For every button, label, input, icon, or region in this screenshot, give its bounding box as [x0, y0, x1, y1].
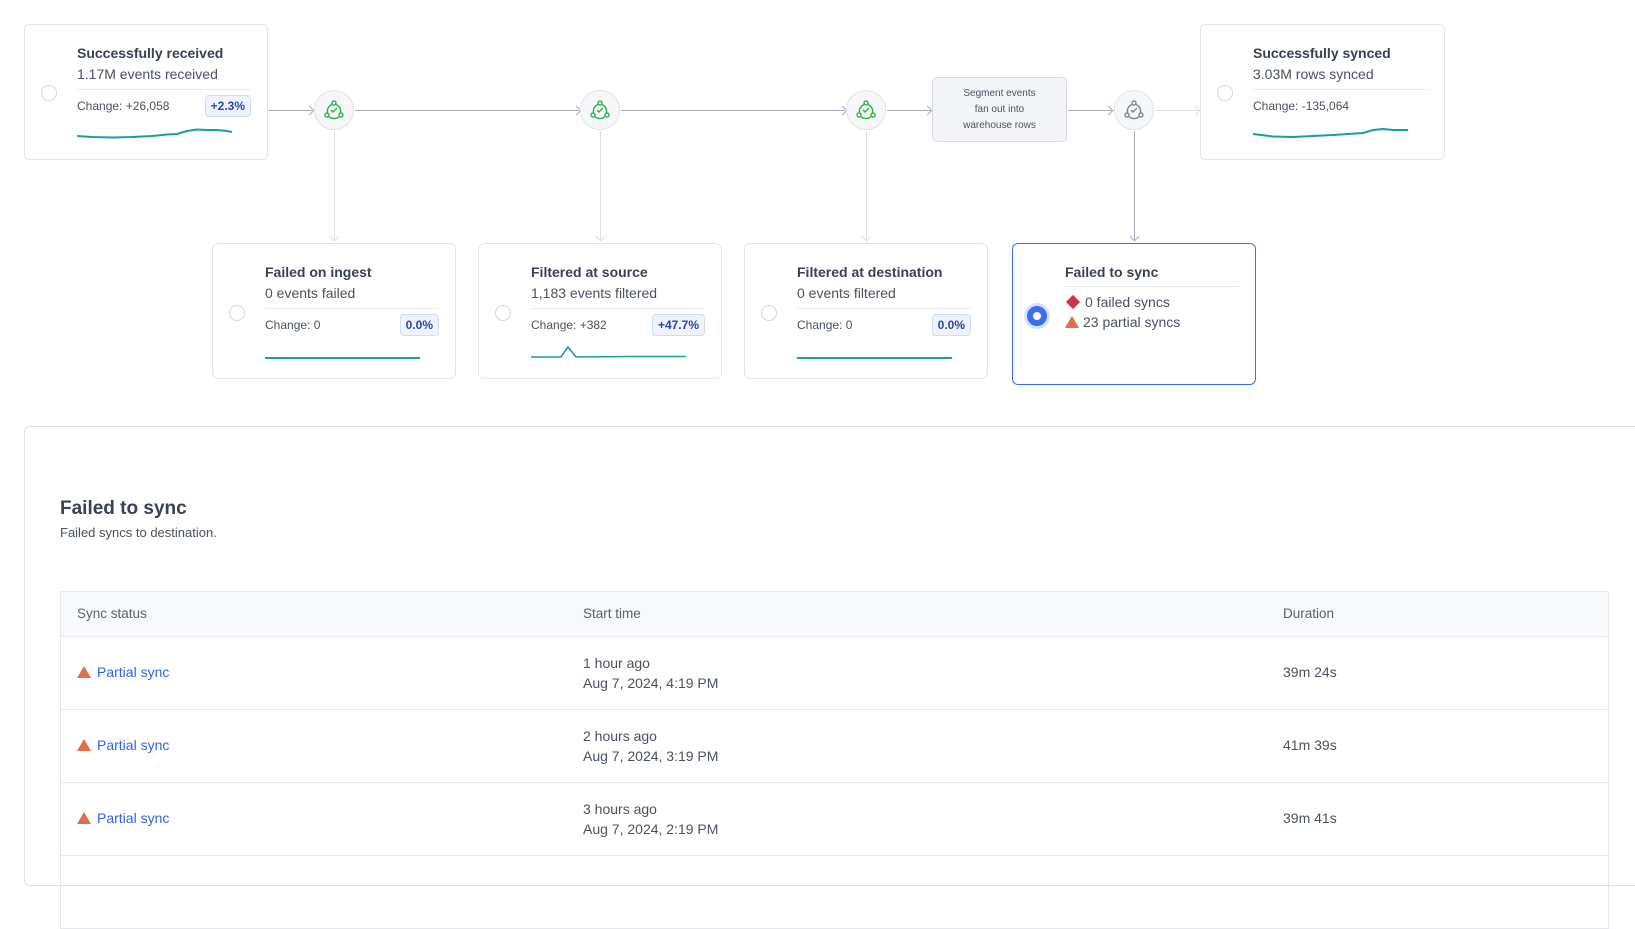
panel-title: Failed to sync: [60, 498, 187, 519]
table-row[interactable]: Partial sync 2 hours ago Aug 7, 2024, 3:1…: [61, 710, 1608, 783]
start-time: Aug 7, 2024, 4:19 PM: [583, 675, 719, 691]
card-value: 0 events failed: [265, 282, 439, 309]
card-title: Filtered at source: [531, 264, 648, 280]
connector: [600, 131, 601, 241]
card-successfully-synced[interactable]: Successfully synced 3.03M rows synced Ch…: [1200, 24, 1445, 160]
card-title: Failed on ingest: [265, 264, 372, 280]
pipeline-node-icon: [1114, 90, 1154, 130]
card-radio-selected[interactable]: [1027, 306, 1047, 326]
arrow-right-icon: [1103, 105, 1114, 116]
details-panel: [24, 426, 1635, 886]
start-relative: 2 hours ago: [583, 728, 657, 744]
card-change: Change: +382: [531, 318, 607, 332]
warning-triangle-icon: [77, 666, 91, 678]
card-change: Change: -135,064: [1253, 99, 1350, 113]
arrow-down-icon: [329, 231, 340, 242]
connector: [334, 131, 335, 241]
warning-triangle-icon: [1065, 316, 1079, 328]
sparkline: [531, 345, 686, 358]
card-change: Change: +26,058: [77, 99, 170, 113]
card-value: 0 events filtered: [797, 282, 971, 309]
sparkline: [1253, 127, 1408, 139]
connector: [866, 131, 867, 241]
card-filtered-at-destination[interactable]: Filtered at destination 0 events filtere…: [744, 243, 988, 379]
failed-syncs-count: 0 failed syncs: [1085, 294, 1170, 310]
warning-triangle-icon: [77, 739, 91, 751]
duration: 39m 24s: [1283, 664, 1337, 680]
change-badge: 0.0%: [931, 314, 971, 336]
column-header-duration[interactable]: Duration: [1283, 606, 1335, 621]
card-change: Change: 0: [797, 318, 853, 332]
syncs-table: Sync status Start time Duration Partial …: [60, 591, 1609, 929]
connector: [1134, 131, 1135, 241]
card-failed-on-ingest[interactable]: Failed on ingest 0 events failed Change:…: [212, 243, 456, 379]
arrow-right-icon: [1190, 105, 1201, 116]
connector: [1155, 110, 1199, 111]
card-title: Successfully synced: [1253, 45, 1391, 61]
card-radio[interactable]: [229, 305, 245, 321]
card-value: 1,183 events filtered: [531, 282, 705, 309]
sync-status-link[interactable]: Partial sync: [97, 737, 170, 753]
arrow-right-icon: [922, 105, 933, 116]
pipeline-node-icon: [314, 90, 354, 130]
sparkline: [77, 128, 232, 139]
connector: [621, 110, 845, 111]
sync-status-link[interactable]: Partial sync: [97, 664, 170, 680]
start-relative: 1 hour ago: [583, 655, 650, 671]
start-relative: 3 hours ago: [583, 801, 657, 817]
connector: [1068, 110, 1112, 111]
note-line: Segment events: [963, 88, 1036, 99]
card-title: Successfully received: [77, 45, 224, 61]
duration: 39m 41s: [1283, 810, 1337, 826]
card-change: Change: 0: [265, 318, 321, 332]
sparkline: [265, 357, 420, 359]
table-header: Sync status Start time Duration: [61, 592, 1608, 637]
card-radio[interactable]: [41, 85, 57, 101]
column-header-start-time[interactable]: Start time: [583, 606, 641, 621]
duration: 41m 39s: [1283, 737, 1337, 753]
panel-subtitle: Failed syncs to destination.: [60, 525, 217, 540]
arrow-down-icon: [861, 231, 872, 242]
pipeline-node-icon: [580, 90, 620, 130]
change-badge: 0.0%: [399, 314, 439, 336]
arrow-right-icon: [304, 105, 315, 116]
card-radio[interactable]: [1217, 85, 1233, 101]
error-diamond-icon: [1065, 294, 1081, 310]
table-row[interactable]: Partial sync 1 hour ago Aug 7, 2024, 4:19…: [61, 637, 1608, 710]
start-time: Aug 7, 2024, 2:19 PM: [583, 821, 719, 837]
change-badge: +2.3%: [204, 95, 251, 117]
sparkline: [797, 357, 952, 359]
connector: [355, 110, 579, 111]
sparkline-path: [77, 128, 232, 139]
warning-triangle-icon: [77, 812, 91, 824]
start-time: Aug 7, 2024, 3:19 PM: [583, 748, 719, 764]
arrow-down-icon: [595, 231, 606, 242]
note-line: fan out into: [974, 104, 1025, 115]
sparkline-path: [531, 345, 686, 358]
fanout-note: Segment events fan out into warehouse ro…: [932, 77, 1067, 142]
card-failed-to-sync[interactable]: Failed to sync 0 failed syncs 23 partial…: [1012, 243, 1256, 385]
change-badge: +47.7%: [651, 314, 705, 336]
table-row[interactable]: Partial sync 3 hours ago Aug 7, 2024, 2:1…: [61, 783, 1608, 856]
card-radio[interactable]: [495, 305, 511, 321]
note-line: warehouse rows: [963, 120, 1036, 131]
arrow-down-icon: [1129, 231, 1140, 242]
column-header-sync-status[interactable]: Sync status: [77, 606, 147, 621]
pipeline-node-icon: [846, 90, 886, 130]
partial-syncs-count: 23 partial syncs: [1083, 314, 1181, 330]
card-radio[interactable]: [761, 305, 777, 321]
card-title: Failed to sync: [1065, 262, 1239, 287]
sparkline-path: [1253, 127, 1408, 139]
card-filtered-at-source[interactable]: Filtered at source 1,183 events filtered…: [478, 243, 722, 379]
sync-status-link[interactable]: Partial sync: [97, 810, 170, 826]
connector: [268, 110, 312, 111]
card-successfully-received[interactable]: Successfully received 1.17M events recei…: [24, 24, 268, 160]
card-value: 1.17M events received: [77, 63, 251, 90]
card-title: Filtered at destination: [797, 264, 943, 280]
connector: [887, 110, 931, 111]
card-value: 3.03M rows synced: [1253, 63, 1428, 90]
